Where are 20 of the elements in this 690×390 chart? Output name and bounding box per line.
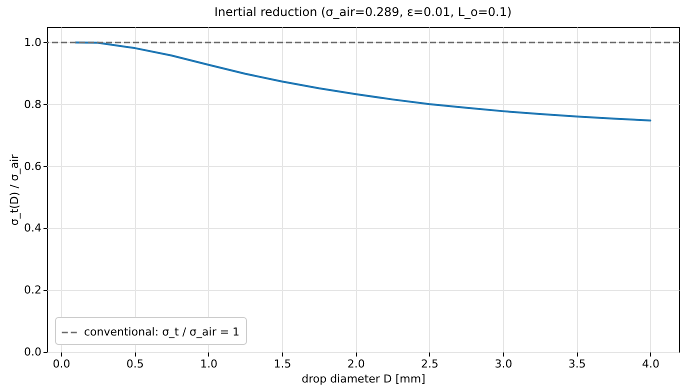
x-tick-label: 2.5 — [421, 358, 439, 370]
y-axis-title: σ_t(D) / σ_air — [8, 154, 22, 226]
x-tick-label: 2.0 — [347, 358, 365, 370]
y-tick-label: 0.2 — [24, 284, 42, 297]
x-tick-label: 1.0 — [200, 358, 218, 370]
x-tick-label: 3.0 — [494, 358, 512, 370]
x-tick-label: 3.5 — [568, 358, 586, 370]
x-tick-label: 0.0 — [52, 358, 70, 370]
x-tick-label: 0.5 — [126, 358, 144, 370]
y-tick-label: 0.0 — [24, 346, 42, 358]
y-tick-label: 0.8 — [24, 98, 42, 111]
chart-title: Inertial reduction (σ_air=0.289, ε=0.01, L_o=0.1) — [214, 5, 512, 19]
x-axis-title: drop diameter D [mm] — [302, 372, 426, 386]
x-tick-label: 1.5 — [274, 358, 292, 370]
y-tick-label: 1.0 — [24, 36, 42, 49]
line-series — [74, 41, 652, 122]
legend-label: conventional: σ_t / σ_air = 1 — [84, 326, 240, 338]
y-tick-label: 0.4 — [24, 222, 42, 235]
y-tick-label: 0.6 — [24, 160, 42, 173]
x-tick-label: 4.0 — [642, 358, 660, 370]
